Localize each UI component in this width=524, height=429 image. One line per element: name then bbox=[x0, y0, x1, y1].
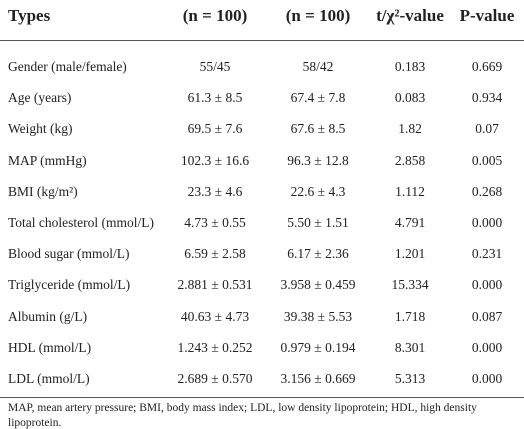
header-cell: P-value bbox=[459, 6, 515, 25]
table-cell: 0.087 bbox=[471, 308, 503, 324]
row-label: Albumin (g/L) bbox=[8, 308, 88, 324]
table-cell: 0.979 ± 0.194 bbox=[280, 339, 356, 355]
table-cell: 40.63 ± 4.73 bbox=[180, 308, 250, 324]
table-cell: 67.6 ± 8.5 bbox=[290, 121, 346, 137]
table-cell: 61.3 ± 8.5 bbox=[187, 90, 243, 106]
table-cell: 4.73 ± 0.55 bbox=[184, 215, 246, 230]
table-cell: 0.183 bbox=[394, 59, 426, 74]
table-cell: 1.112 bbox=[395, 183, 425, 199]
row-label: MAP (mmHg) bbox=[8, 152, 87, 168]
header-cell: (n = 100) bbox=[285, 6, 351, 25]
table-cell: 2.881 ± 0.531 bbox=[177, 277, 253, 293]
row-label: Age (years) bbox=[8, 90, 72, 106]
table-cell: 96.3 ± 12.8 bbox=[287, 152, 349, 168]
table-cell: 8.301 bbox=[394, 339, 426, 355]
table-cell: 58/42 bbox=[302, 59, 334, 74]
table-cell: 0.669 bbox=[471, 59, 503, 74]
row-label: HDL (mmol/L) bbox=[8, 339, 92, 355]
table-cell: 5.313 bbox=[394, 371, 426, 386]
header-cell: (n = 100) bbox=[182, 6, 248, 25]
table-cell: 4.791 bbox=[394, 215, 426, 230]
table-cell: 39.38 ± 5.53 bbox=[283, 308, 353, 324]
table-cell: 1.82 bbox=[398, 121, 422, 137]
table-cell: 0.005 bbox=[471, 152, 503, 168]
table-cell: 3.156 ± 0.669 bbox=[280, 371, 356, 386]
table-cell: 0.268 bbox=[471, 183, 503, 199]
bottom-rule bbox=[0, 397, 524, 398]
table-cell: 3.958 ± 0.459 bbox=[280, 277, 356, 293]
header-rule bbox=[0, 40, 524, 41]
row-label: Triglyceride (mmol/L) bbox=[8, 277, 131, 293]
row-label: Gender (male/female) bbox=[8, 59, 127, 74]
table-cell: 0.083 bbox=[394, 90, 426, 106]
table-cell: 102.3 ± 16.6 bbox=[180, 152, 250, 168]
table-cell: 22.6 ± 4.3 bbox=[290, 183, 346, 199]
row-label: Total cholesterol (mmol/L) bbox=[8, 215, 155, 230]
table-cell: 0.000 bbox=[471, 277, 503, 293]
table-cell: 1.201 bbox=[394, 246, 426, 262]
table-cell: 0.000 bbox=[471, 371, 503, 386]
table-cell: 0.000 bbox=[471, 215, 503, 230]
table-cell: 5.50 ± 1.51 bbox=[287, 215, 349, 230]
table-cell: 23.3 ± 4.6 bbox=[187, 183, 243, 199]
table-cell: 0.231 bbox=[471, 246, 503, 262]
header-cell: t/χ²-value bbox=[376, 6, 444, 25]
table-cell: 1.718 bbox=[394, 308, 426, 324]
row-label: LDL (mmol/L) bbox=[8, 371, 90, 386]
row-label: Blood sugar (mmol/L) bbox=[8, 246, 130, 262]
table-cell: 0.000 bbox=[471, 339, 503, 355]
table-cell: 69.5 ± 7.6 bbox=[187, 121, 243, 137]
table-cell: 67.4 ± 7.8 bbox=[290, 90, 346, 106]
row-label: Weight (kg) bbox=[8, 121, 73, 137]
table-cell: 2.689 ± 0.570 bbox=[177, 371, 253, 386]
table-cell: 1.243 ± 0.252 bbox=[177, 339, 253, 355]
table-cell: 2.858 bbox=[394, 152, 426, 168]
table-cell: 15.334 bbox=[391, 277, 429, 293]
table-cell: 0.07 bbox=[475, 121, 499, 137]
footnote: MAP, mean artery pressure; BMI, body mas… bbox=[8, 402, 477, 429]
table-cell: 6.17 ± 2.36 bbox=[287, 246, 349, 262]
row-label: BMI (kg/m²) bbox=[8, 183, 78, 199]
table-cell: 55/45 bbox=[199, 59, 231, 74]
table-cell: 6.59 ± 2.58 bbox=[184, 246, 246, 262]
table-cell: 0.934 bbox=[471, 90, 503, 106]
header-cell: Types bbox=[8, 6, 51, 25]
